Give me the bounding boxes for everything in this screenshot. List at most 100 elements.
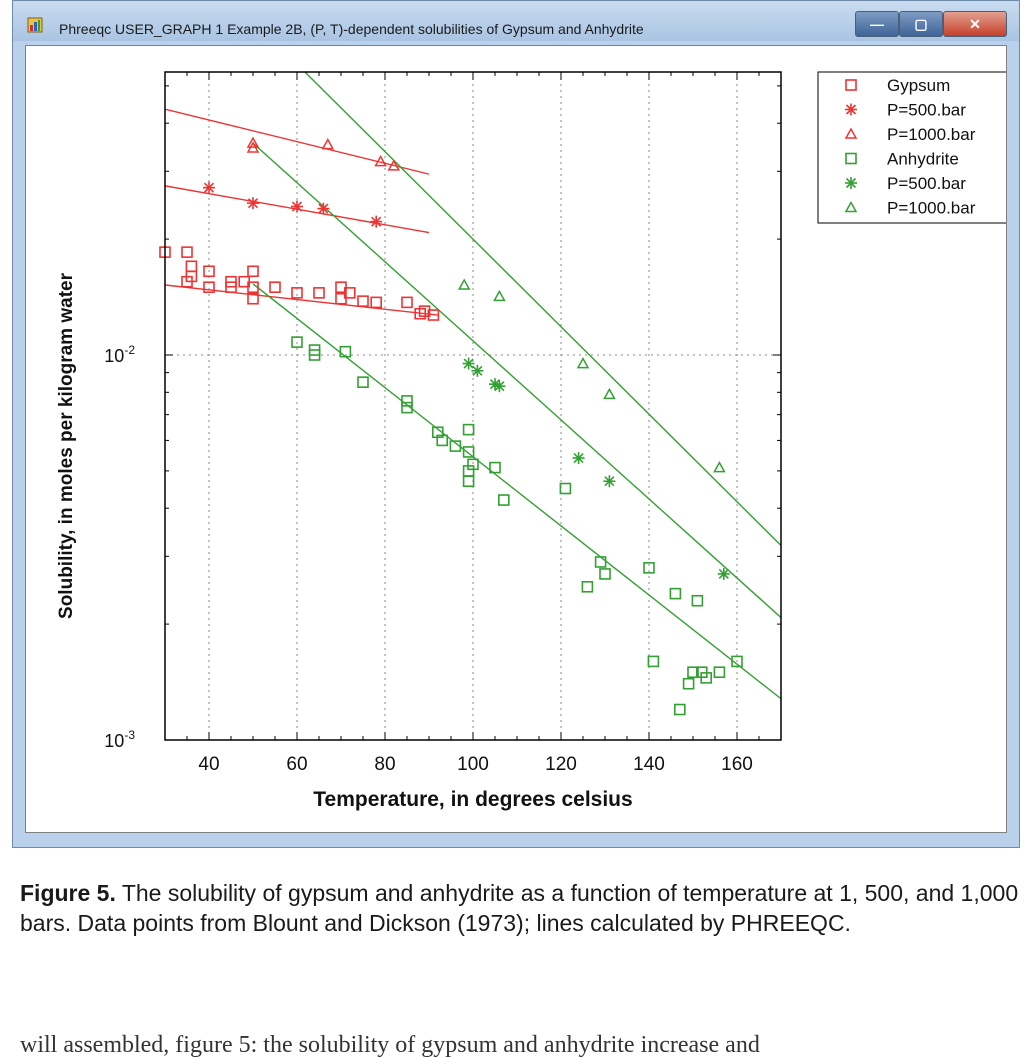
data-point: [269, 281, 281, 294]
data-point: [203, 265, 215, 278]
data-point: [594, 556, 607, 568]
data-point: [225, 275, 237, 288]
phreeqc-app-icon[interactable]: [27, 17, 43, 33]
legend-label: P=1000.bar: [887, 125, 976, 144]
body-text-cutoff: will assembled, figure 5: the solubility…: [20, 1032, 760, 1058]
data-point: [246, 136, 260, 148]
data-point: [603, 475, 616, 488]
data-point: [427, 309, 440, 321]
data-point: [731, 655, 743, 668]
graph-window: Phreeqc USER_GRAPH 1 Example 2B, (P, T)-…: [12, 0, 1020, 848]
data-point: [401, 296, 413, 309]
chart-grid: [165, 72, 781, 740]
data-point: [700, 672, 713, 684]
maximize-button[interactable]: ▢: [899, 11, 943, 37]
maximize-icon: ▢: [914, 16, 928, 32]
y-tick-label: 10-3: [104, 728, 135, 751]
data-point: [313, 287, 325, 299]
data-point: [321, 138, 335, 150]
x-tick-label: 40: [198, 754, 219, 775]
data-point: [370, 296, 383, 309]
data-point: [493, 380, 506, 393]
data-point: [462, 357, 475, 370]
data-point: [401, 395, 413, 407]
data-point: [203, 181, 215, 194]
x-tick-label: 60: [286, 754, 307, 775]
legend-marker: [844, 127, 858, 139]
chart-legend[interactable]: Gypsum P=500.bar P=1000.bar Anhydrite P=500.…: [817, 71, 1006, 224]
data-point: [572, 452, 585, 465]
legend-marker: [845, 103, 857, 116]
data-point: [713, 461, 726, 473]
data-point: [462, 423, 475, 436]
data-point: [669, 587, 682, 600]
data-point: [691, 594, 704, 607]
graph-client-area[interactable]: 40 60 80 100 120 140 160 10-2 10-3 Temperature, …: [25, 45, 1007, 833]
legend-label: P=1000.bar: [887, 199, 976, 218]
data-point: [308, 349, 321, 361]
data-point: [370, 215, 383, 228]
data-point: [559, 482, 572, 495]
data-point: [339, 345, 352, 358]
data-point: [401, 401, 413, 414]
x-tick-label: 100: [457, 754, 489, 775]
data-point: [357, 295, 369, 307]
close-button[interactable]: ✕: [943, 11, 1007, 37]
y-tick-label: 10-2: [104, 343, 135, 366]
x-tick-label: 120: [545, 754, 577, 775]
data-point: [374, 155, 387, 167]
data-point: [647, 655, 660, 668]
data-point: [185, 260, 198, 273]
legend-marker: [844, 200, 858, 213]
data-point: [203, 281, 215, 294]
figure-caption-text: The solubility of gypsum and anhydrite a…: [20, 880, 1019, 936]
figure-caption-label: Figure 5.: [20, 880, 116, 906]
legend-marker: [845, 152, 857, 165]
model-line: [252, 142, 781, 619]
data-point: [576, 357, 590, 369]
data-point: [643, 562, 655, 574]
x-tick-label: 160: [721, 754, 753, 775]
figure-caption: Figure 5. The solubility of gypsum and a…: [20, 878, 1020, 938]
data-point: [462, 446, 475, 458]
plot-frame: [164, 71, 782, 741]
solubility-chart[interactable]: 40 60 80 100 120 140 160 10-2 10-3 Temperature, …: [26, 46, 1006, 832]
x-tick-label: 140: [633, 754, 665, 775]
minimize-button[interactable]: —: [855, 11, 899, 37]
legend-box: [817, 71, 1006, 224]
model-line: [303, 72, 781, 547]
x-axis-label: Temperature, in degrees celsius: [313, 788, 632, 811]
data-point: [687, 666, 699, 679]
close-icon: ✕: [969, 16, 981, 32]
legend-marker: [845, 79, 857, 91]
data-points: [159, 136, 743, 716]
model-line: [252, 283, 781, 700]
data-point: [449, 440, 462, 452]
data-point: [471, 364, 484, 377]
legend-marker: [845, 177, 857, 189]
data-point: [493, 289, 506, 302]
chart-axes: 40 60 80 100 120 140 160 10-2 10-3: [104, 71, 782, 775]
data-point: [247, 265, 259, 278]
legend-label: P=500.bar: [887, 174, 966, 193]
data-point: [291, 287, 303, 299]
legend-label: Gypsum: [887, 76, 950, 95]
model-line: [165, 284, 438, 316]
data-point: [335, 292, 347, 305]
data-point: [181, 246, 193, 258]
data-point: [581, 580, 594, 593]
data-point: [462, 475, 475, 488]
x-tick-label: 80: [374, 754, 395, 775]
data-point: [291, 336, 303, 348]
data-point: [247, 197, 259, 210]
data-point: [682, 677, 695, 690]
data-point: [181, 275, 193, 288]
window-titlebar[interactable]: Phreeqc USER_GRAPH 1 Example 2B, (P, T)-…: [13, 1, 1019, 41]
data-point: [457, 278, 471, 290]
data-point: [599, 568, 611, 580]
legend-label: P=500.bar: [887, 101, 966, 120]
data-point: [247, 292, 259, 305]
y-axis-label: Solubility, in moles per kilogram water: [56, 272, 77, 619]
data-point: [291, 200, 303, 213]
data-point: [387, 159, 401, 171]
